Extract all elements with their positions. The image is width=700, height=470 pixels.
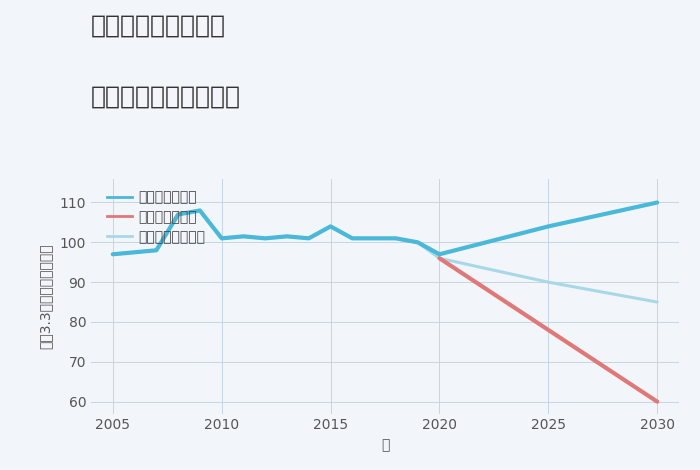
Text: 兵庫県姫路市今宿の: 兵庫県姫路市今宿の	[91, 14, 226, 38]
Text: 中古戸建ての価格推移: 中古戸建ての価格推移	[91, 85, 241, 109]
Legend: グッドシナリオ, バッドシナリオ, ノーマルシナリオ: グッドシナリオ, バッドシナリオ, ノーマルシナリオ	[104, 188, 209, 247]
Y-axis label: 坪（3.3㎡）単価（万円）: 坪（3.3㎡）単価（万円）	[38, 243, 52, 349]
X-axis label: 年: 年	[381, 438, 389, 452]
